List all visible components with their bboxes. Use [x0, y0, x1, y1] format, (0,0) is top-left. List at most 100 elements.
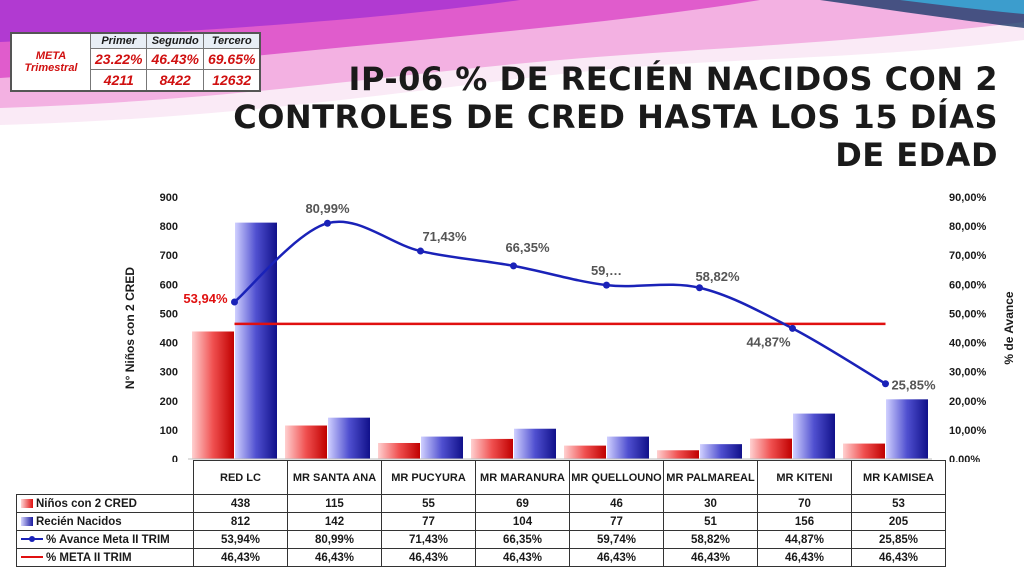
- bar-recien-nacidos: [607, 436, 649, 459]
- table-cell: 59,74%: [569, 530, 664, 549]
- category-label: MR PUCYURA: [381, 460, 476, 495]
- chart-data-table: RED LC MR SANTA ANA MR PUCYURA MR MARANU…: [16, 460, 946, 567]
- table-cell: 46: [569, 494, 664, 513]
- y-axis-title: N° Niños con 2 CRED: [123, 267, 137, 389]
- table-cell: 438: [193, 494, 288, 513]
- bar-recien-nacidos: [421, 436, 463, 459]
- avance-data-label: 58,82%: [695, 269, 740, 284]
- bar-recien-nacidos: [514, 428, 556, 459]
- meta-percent-tercero: 69.65%: [202, 48, 261, 70]
- table-cell: 115: [287, 494, 382, 513]
- avance-data-label: 44,87%: [746, 334, 791, 349]
- y2-tick-label: 30,00%: [949, 367, 987, 379]
- table-cell: 77: [569, 512, 664, 531]
- bar-ninos-2-cred: [192, 331, 234, 459]
- table-row-avance: % Avance Meta II TRIM 53,94% 80,99% 71,4…: [16, 530, 946, 549]
- table-cell: 53: [851, 494, 946, 513]
- avance-point: [324, 219, 331, 227]
- legend-ninos: Niños con 2 CRED: [16, 494, 194, 513]
- table-cell: 77: [381, 512, 476, 531]
- red-bar-swatch: [21, 498, 33, 508]
- avance-point: [603, 281, 610, 289]
- meta-count-segundo: 8422: [146, 69, 204, 92]
- table-cell: 142: [287, 512, 382, 531]
- table-cell: 156: [757, 512, 852, 531]
- meta-percent-segundo: 46.43%: [146, 48, 204, 70]
- table-row-ninos: Niños con 2 CRED 438 115 55 69 46 30 70 …: [16, 494, 946, 513]
- y2-tick-label: 40,00%: [949, 338, 987, 350]
- table-cell: 25,85%: [851, 530, 946, 549]
- table-cell: 53,94%: [193, 530, 288, 549]
- avance-data-label: 80,99%: [305, 201, 350, 216]
- meta-header-segundo: Segundo: [146, 32, 204, 49]
- y2-tick-label: 20,00%: [949, 396, 987, 408]
- avance-point: [882, 380, 889, 388]
- y-tick-label: 200: [160, 396, 178, 408]
- meta-trimestral-table: META Trimestral Primer Segundo Tercero 2…: [10, 32, 262, 92]
- table-cell: 46,43%: [663, 548, 758, 567]
- category-label: MR PALMAREAL: [663, 460, 758, 495]
- table-cell: 58,82%: [663, 530, 758, 549]
- avance-data-label: 53,94%: [183, 291, 228, 306]
- table-cell: 30: [663, 494, 758, 513]
- meta-header-primer: Primer: [89, 32, 148, 49]
- legend-label: % Avance Meta II TRIM: [46, 533, 170, 546]
- table-cell: 46,43%: [475, 548, 570, 567]
- bar-ninos-2-cred: [657, 450, 699, 459]
- y-tick-label: 500: [160, 308, 178, 320]
- y-tick-label: 900: [160, 192, 178, 204]
- legend-avance: % Avance Meta II TRIM: [16, 530, 194, 549]
- table-cell: 46,43%: [381, 548, 476, 567]
- avance-data-label: 71,43%: [422, 229, 467, 244]
- table-cell: 46,43%: [757, 548, 852, 567]
- table-cell: 104: [475, 512, 570, 531]
- bar-ninos-2-cred: [564, 445, 606, 459]
- table-cell: 69: [475, 494, 570, 513]
- avance-data-label: 25,85%: [891, 378, 936, 393]
- table-row-meta: % META II TRIM 46,43% 46,43% 46,43% 46,4…: [16, 548, 946, 567]
- corner-cell: [17, 461, 194, 495]
- table-cell: 51: [663, 512, 758, 531]
- table-cell: 46,43%: [193, 548, 288, 567]
- avance-data-label: 59,…: [591, 263, 622, 278]
- bar-ninos-2-cred: [750, 438, 792, 459]
- y2-tick-label: 80,00%: [949, 221, 987, 233]
- bar-recien-nacidos: [700, 444, 742, 459]
- table-cell: 46,43%: [851, 548, 946, 567]
- combo-chart: 0 100 200 300 400 500 600 700 800 900 0,00% 10,00% 2…: [123, 192, 1016, 462]
- bar-recien-nacidos: [886, 399, 928, 459]
- legend-label: Recién Nacidos: [36, 515, 122, 528]
- avance-data-label: 66,35%: [505, 240, 550, 255]
- category-label: MR KITENI: [757, 460, 852, 495]
- y-tick-label: 0: [172, 454, 178, 462]
- y-tick-label: 300: [160, 367, 178, 379]
- table-cell: 812: [193, 512, 288, 531]
- table-row-recien: Recién Nacidos 812 142 77 104 77 51 156 …: [16, 512, 946, 531]
- y2-tick-label: 50,00%: [949, 308, 987, 320]
- y2-tick-label: 0,00%: [949, 454, 980, 462]
- legend-meta: % META II TRIM: [16, 548, 194, 567]
- legend-label: % META II TRIM: [46, 551, 132, 564]
- meta-header-tercero: Tercero: [202, 32, 261, 49]
- table-cell: 44,87%: [757, 530, 852, 549]
- meta-percent-primer: 23.22%: [89, 48, 148, 70]
- legend-label: Niños con 2 CRED: [36, 497, 137, 510]
- blue-bar-swatch: [21, 516, 33, 526]
- avance-line: [233, 220, 887, 385]
- category-label: MR KAMISEA: [851, 460, 946, 495]
- category-row: RED LC MR SANTA ANA MR PUCYURA MR MARANU…: [17, 460, 946, 495]
- bar-recien-nacidos: [328, 417, 370, 459]
- meta-count-tercero: 12632: [202, 69, 261, 92]
- legend-recien: Recién Nacidos: [16, 512, 194, 531]
- y2-tick-label: 10,00%: [949, 425, 987, 437]
- avance-point: [231, 298, 238, 306]
- meta-count-primer: 4211: [89, 69, 148, 92]
- y2-axis-title: % de Avance: [1002, 291, 1016, 364]
- table-cell: 80,99%: [287, 530, 382, 549]
- y2-tick-label: 60,00%: [949, 279, 987, 291]
- y-tick-label: 100: [160, 425, 178, 437]
- bar-recien-nacidos: [235, 222, 277, 459]
- table-cell: 55: [381, 494, 476, 513]
- y-tick-label: 800: [160, 221, 178, 233]
- avance-point: [696, 284, 703, 292]
